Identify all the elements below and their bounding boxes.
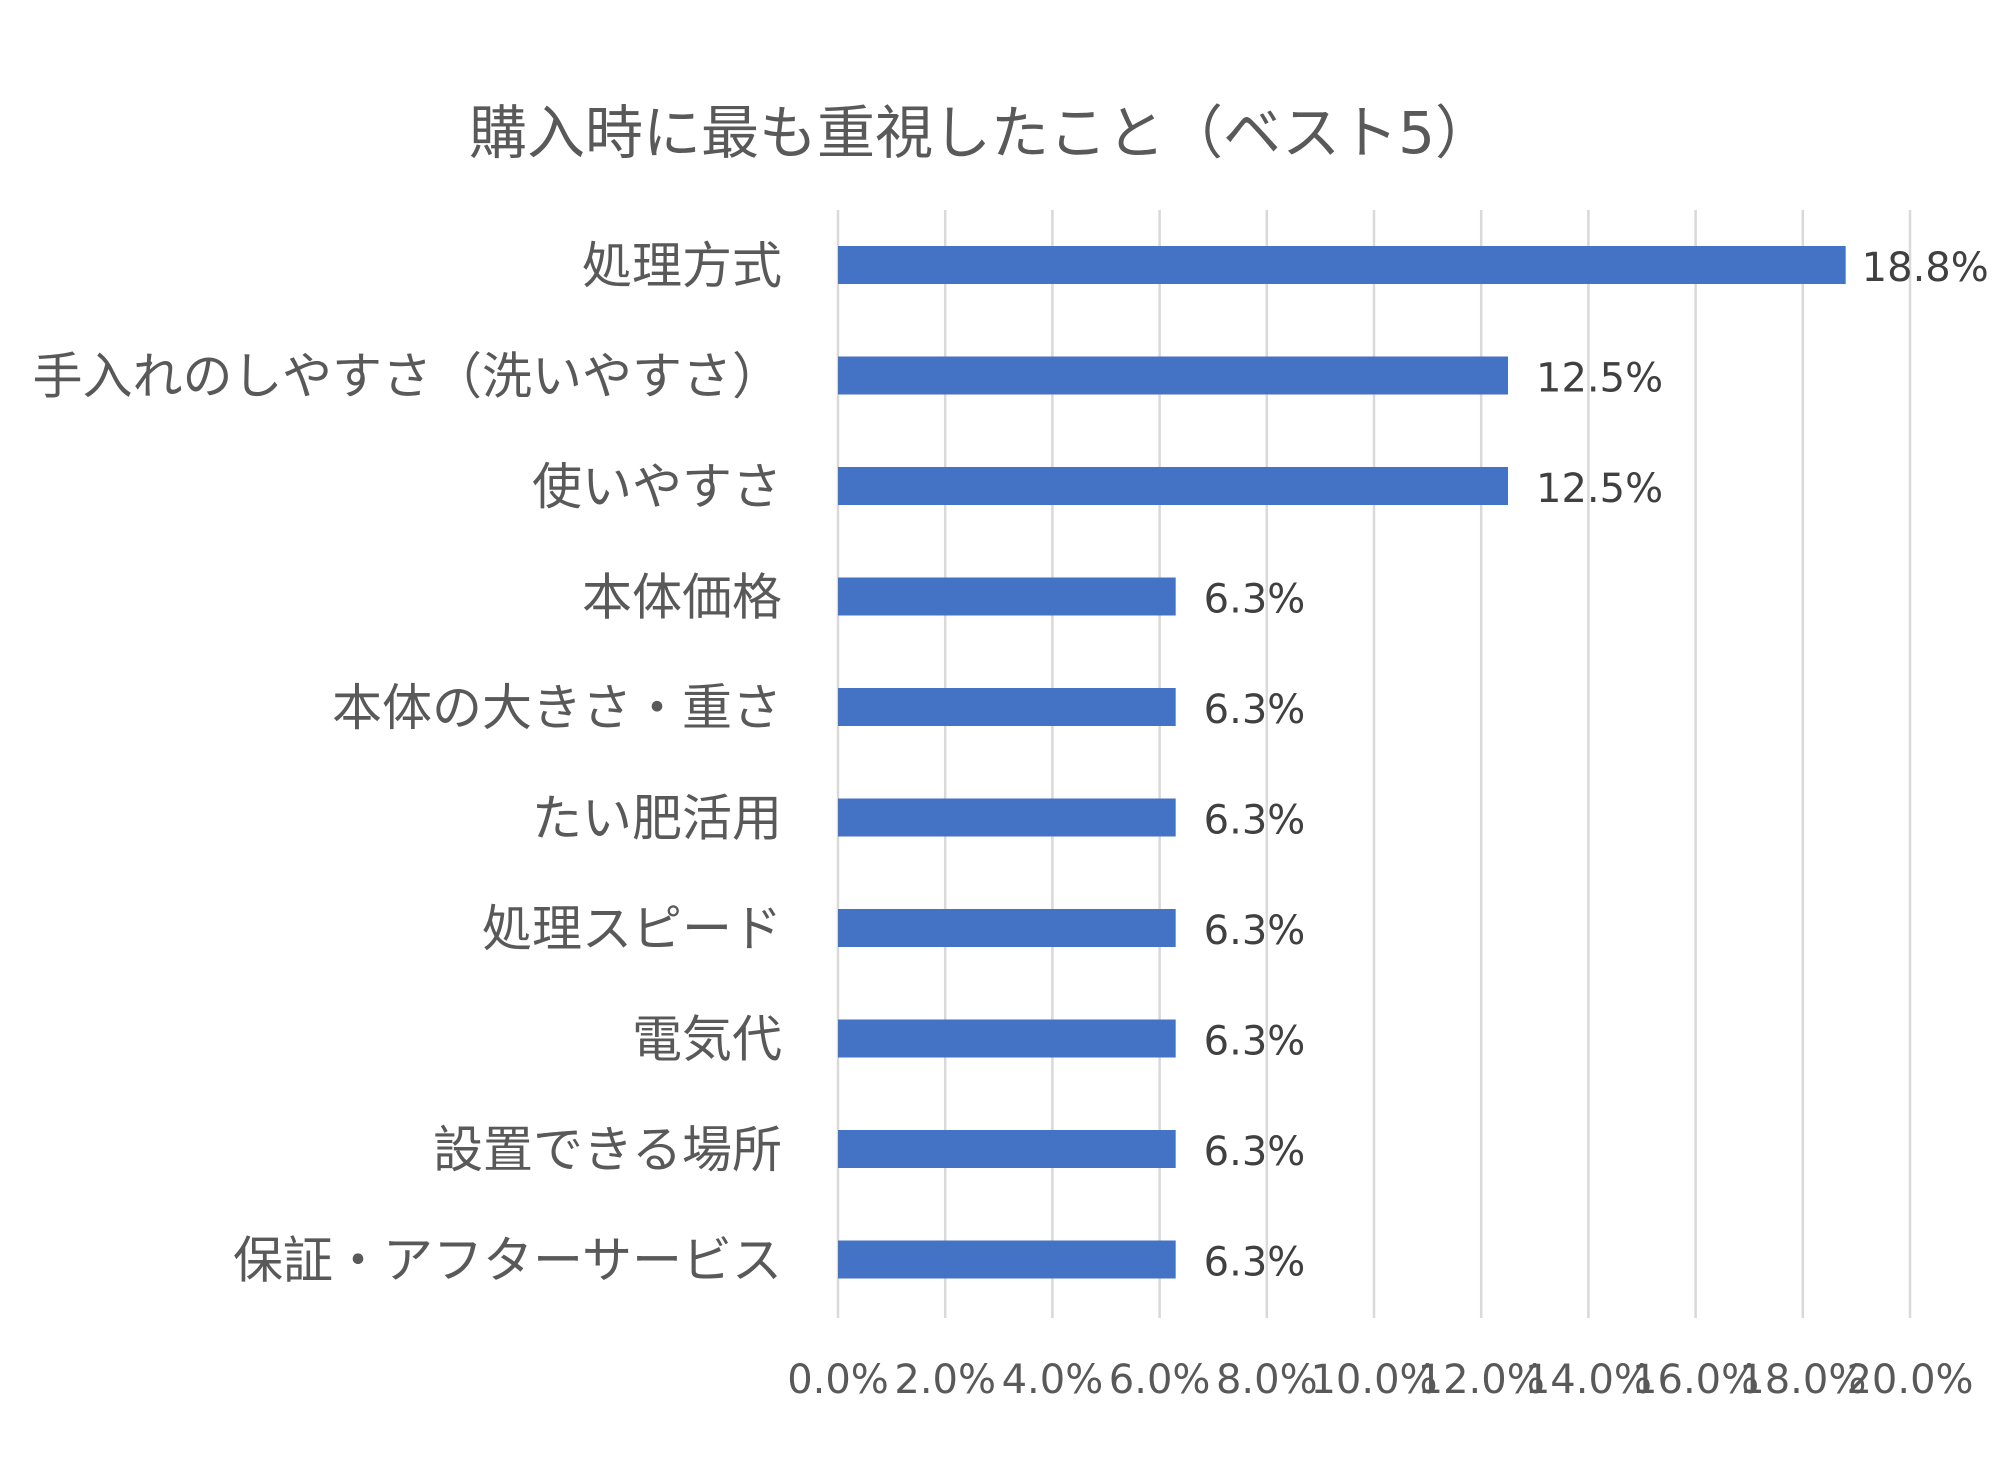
bar <box>838 1130 1176 1168</box>
data-label: 12.5% <box>1536 356 1663 402</box>
category-label: 電気代 <box>632 1011 782 1069</box>
x-tick-label: 8.0% <box>1216 1357 1318 1403</box>
data-label: 6.3% <box>1204 798 1306 844</box>
bar <box>838 798 1176 837</box>
data-label: 6.3% <box>1204 687 1306 733</box>
tick-labels-layer: 0.0% 2.0% 4.0% 6.0% 8.0%10.0%12.0%14.0%16.0%… <box>787 1357 1973 1403</box>
x-tick-label: 4.0% <box>1002 1357 1104 1403</box>
data-label: 12.5% <box>1536 466 1663 512</box>
category-label: 処理スピード <box>482 900 782 958</box>
data-label: 6.3% <box>1204 1019 1306 1065</box>
data-label: 6.3% <box>1204 577 1306 623</box>
category-label: 手入れのしやすさ（洗いやすさ） <box>33 348 783 406</box>
x-tick-label: 12.0% <box>1418 1357 1545 1403</box>
bar <box>838 467 1508 505</box>
x-tick-label: 14.0% <box>1525 1357 1652 1403</box>
data-label: 6.3% <box>1204 1129 1306 1175</box>
bar <box>838 1019 1176 1058</box>
category-label: 使いやすさ <box>532 458 782 516</box>
category-label: 保証・アフターサービス <box>233 1232 782 1290</box>
category-label: 設置できる場所 <box>433 1121 782 1179</box>
bars-layer <box>838 246 1846 1279</box>
bar <box>838 246 1846 284</box>
category-label: 本体の大きさ・重さ <box>332 679 782 737</box>
x-tick-label: 10.0% <box>1310 1357 1437 1403</box>
category-label: 処理方式 <box>582 237 782 295</box>
bar <box>838 909 1176 947</box>
bar <box>838 688 1176 726</box>
data-label: 18.8% <box>1862 245 1989 291</box>
x-tick-label: 18.0% <box>1739 1357 1866 1403</box>
x-tick-label: 20.0% <box>1846 1357 1973 1403</box>
x-tick-label: 2.0% <box>894 1357 996 1403</box>
bar <box>838 577 1176 616</box>
data-label: 6.3% <box>1204 1240 1306 1286</box>
category-label: たい肥活用 <box>532 790 782 848</box>
bar <box>838 356 1508 395</box>
bar <box>838 1240 1176 1279</box>
grid-layer <box>836 210 1912 1318</box>
labels-layer: 処理方式 18.8% 手入れのしやすさ（洗いやすさ） 12.5% 使いやすさ 12.5% 本… <box>33 237 1989 1290</box>
x-tick-label: 6.0% <box>1109 1357 1211 1403</box>
category-label: 本体価格 <box>582 569 782 627</box>
chart-title: 購入時に最も重視したこと（ベスト5） <box>468 99 1494 167</box>
x-tick-label: 16.0% <box>1632 1357 1759 1403</box>
x-tick-label: 0.0% <box>787 1357 889 1403</box>
data-label: 6.3% <box>1204 908 1306 954</box>
